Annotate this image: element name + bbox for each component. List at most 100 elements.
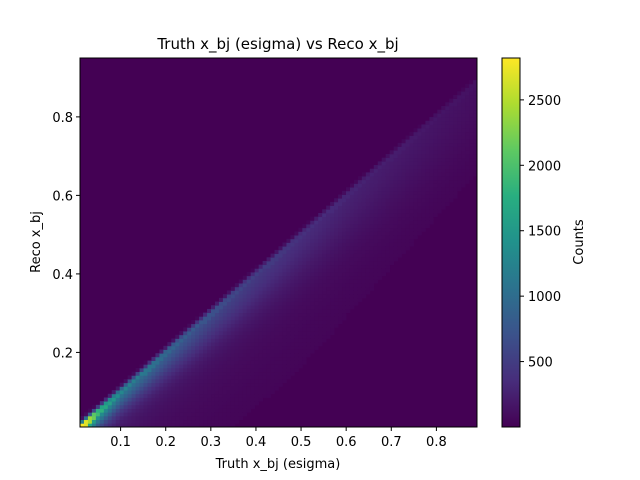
- heatmap-cell: [135, 375, 140, 380]
- heatmap-cell: [365, 227, 371, 232]
- heatmap-cell: [357, 227, 363, 232]
- heatmap-cell: [167, 415, 172, 421]
- heatmap-cell: [278, 360, 283, 365]
- heatmap-cell: [345, 290, 351, 295]
- heatmap-cell: [326, 205, 331, 210]
- heatmap-cell: [314, 286, 319, 291]
- heatmap-cell: [310, 290, 315, 295]
- heatmap-cell: [91, 408, 97, 413]
- heatmap-cell: [195, 412, 200, 417]
- heatmap-cell: [373, 212, 379, 218]
- heatmap-cell: [211, 319, 216, 325]
- heatmap-cell: [262, 334, 267, 339]
- heatmap-cell: [429, 205, 434, 210]
- heatmap-cell: [250, 379, 256, 384]
- heatmap-cell: [139, 393, 144, 398]
- heatmap-cell: [274, 367, 279, 373]
- heatmap-cell: [334, 242, 339, 247]
- heatmap-cell: [342, 308, 347, 314]
- heatmap-cell: [433, 190, 438, 195]
- heatmap-cell: [393, 246, 398, 251]
- heatmap-cell: [381, 183, 387, 188]
- heatmap-cell: [397, 242, 402, 247]
- heatmap-cell: [199, 379, 204, 384]
- heatmap-cell: [266, 257, 271, 262]
- heatmap-cell: [473, 102, 478, 107]
- heatmap-cell: [334, 279, 339, 284]
- heatmap-cell: [262, 393, 267, 398]
- heatmap-cell: [314, 290, 319, 295]
- heatmap-cell: [91, 419, 97, 424]
- heatmap-cell: [381, 201, 387, 206]
- heatmap-cell: [127, 386, 133, 391]
- heatmap-cell: [230, 356, 236, 361]
- heatmap-cell: [441, 117, 446, 122]
- heatmap-cell: [226, 353, 232, 358]
- heatmap-cell: [234, 342, 240, 347]
- heatmap-cell: [167, 342, 172, 347]
- heatmap-cell: [353, 286, 359, 291]
- heatmap-cell: [401, 161, 406, 166]
- heatmap-cell: [461, 87, 466, 92]
- heatmap-cell: [381, 272, 387, 277]
- heatmap-cell: [179, 423, 184, 428]
- heatmap-cell: [461, 183, 466, 188]
- heatmap-cell: [421, 190, 426, 195]
- heatmap-cell: [238, 283, 244, 288]
- heatmap-cell: [334, 308, 339, 314]
- heatmap-cell: [246, 401, 252, 406]
- heatmap-cell: [409, 157, 414, 162]
- heatmap-cell: [226, 364, 232, 369]
- heatmap-cell: [274, 371, 279, 376]
- heatmap-cell: [326, 297, 331, 302]
- heatmap-cell: [214, 423, 220, 428]
- heatmap-cell: [286, 364, 291, 369]
- heatmap-cell: [433, 172, 438, 177]
- heatmap-cell: [246, 294, 252, 299]
- heatmap-cell: [103, 419, 109, 424]
- heatmap-cell: [405, 198, 410, 203]
- heatmap-cell: [326, 212, 331, 218]
- heatmap-cell: [159, 375, 164, 380]
- heatmap-cell: [349, 297, 355, 302]
- heatmap-cell: [199, 401, 204, 406]
- heatmap-cell: [326, 224, 331, 229]
- heatmap-cell: [183, 404, 188, 409]
- heatmap-cell: [159, 401, 164, 406]
- heatmap-cell: [274, 349, 279, 354]
- heatmap-cell: [469, 176, 474, 181]
- heatmap-cell: [369, 272, 375, 277]
- heatmap-cell: [274, 382, 279, 387]
- heatmap-cell: [401, 187, 406, 192]
- heatmap-cell: [242, 364, 248, 369]
- heatmap-cell: [226, 393, 232, 398]
- heatmap-cell: [334, 224, 339, 229]
- heatmap-cell: [473, 87, 478, 92]
- heatmap-cell: [203, 423, 208, 428]
- heatmap-cell: [306, 305, 311, 310]
- heatmap-cell: [461, 179, 466, 184]
- heatmap-cell: [199, 349, 204, 354]
- heatmap-cell: [405, 190, 410, 195]
- heatmap-cell: [334, 301, 339, 306]
- heatmap-cell: [270, 297, 275, 302]
- heatmap-cell: [389, 201, 395, 206]
- heatmap-cell: [250, 279, 256, 284]
- heatmap-cell: [310, 253, 315, 258]
- heatmap-cell: [393, 153, 398, 159]
- heatmap-cell: [361, 275, 367, 280]
- heatmap-cell: [314, 235, 319, 240]
- heatmap-cell: [322, 290, 327, 295]
- heatmap-cell: [306, 327, 311, 332]
- heatmap-cell: [222, 305, 228, 310]
- heatmap-cell: [353, 272, 359, 277]
- heatmap-cell: [250, 401, 256, 406]
- heatmap-cell: [330, 231, 335, 236]
- heatmap-cell: [338, 220, 343, 225]
- heatmap-cell: [218, 342, 224, 347]
- heatmap-cell: [226, 401, 232, 406]
- heatmap-cell: [413, 176, 418, 181]
- heatmap-cell: [353, 294, 359, 299]
- heatmap-cell: [441, 165, 446, 170]
- heatmap-cell: [226, 412, 232, 417]
